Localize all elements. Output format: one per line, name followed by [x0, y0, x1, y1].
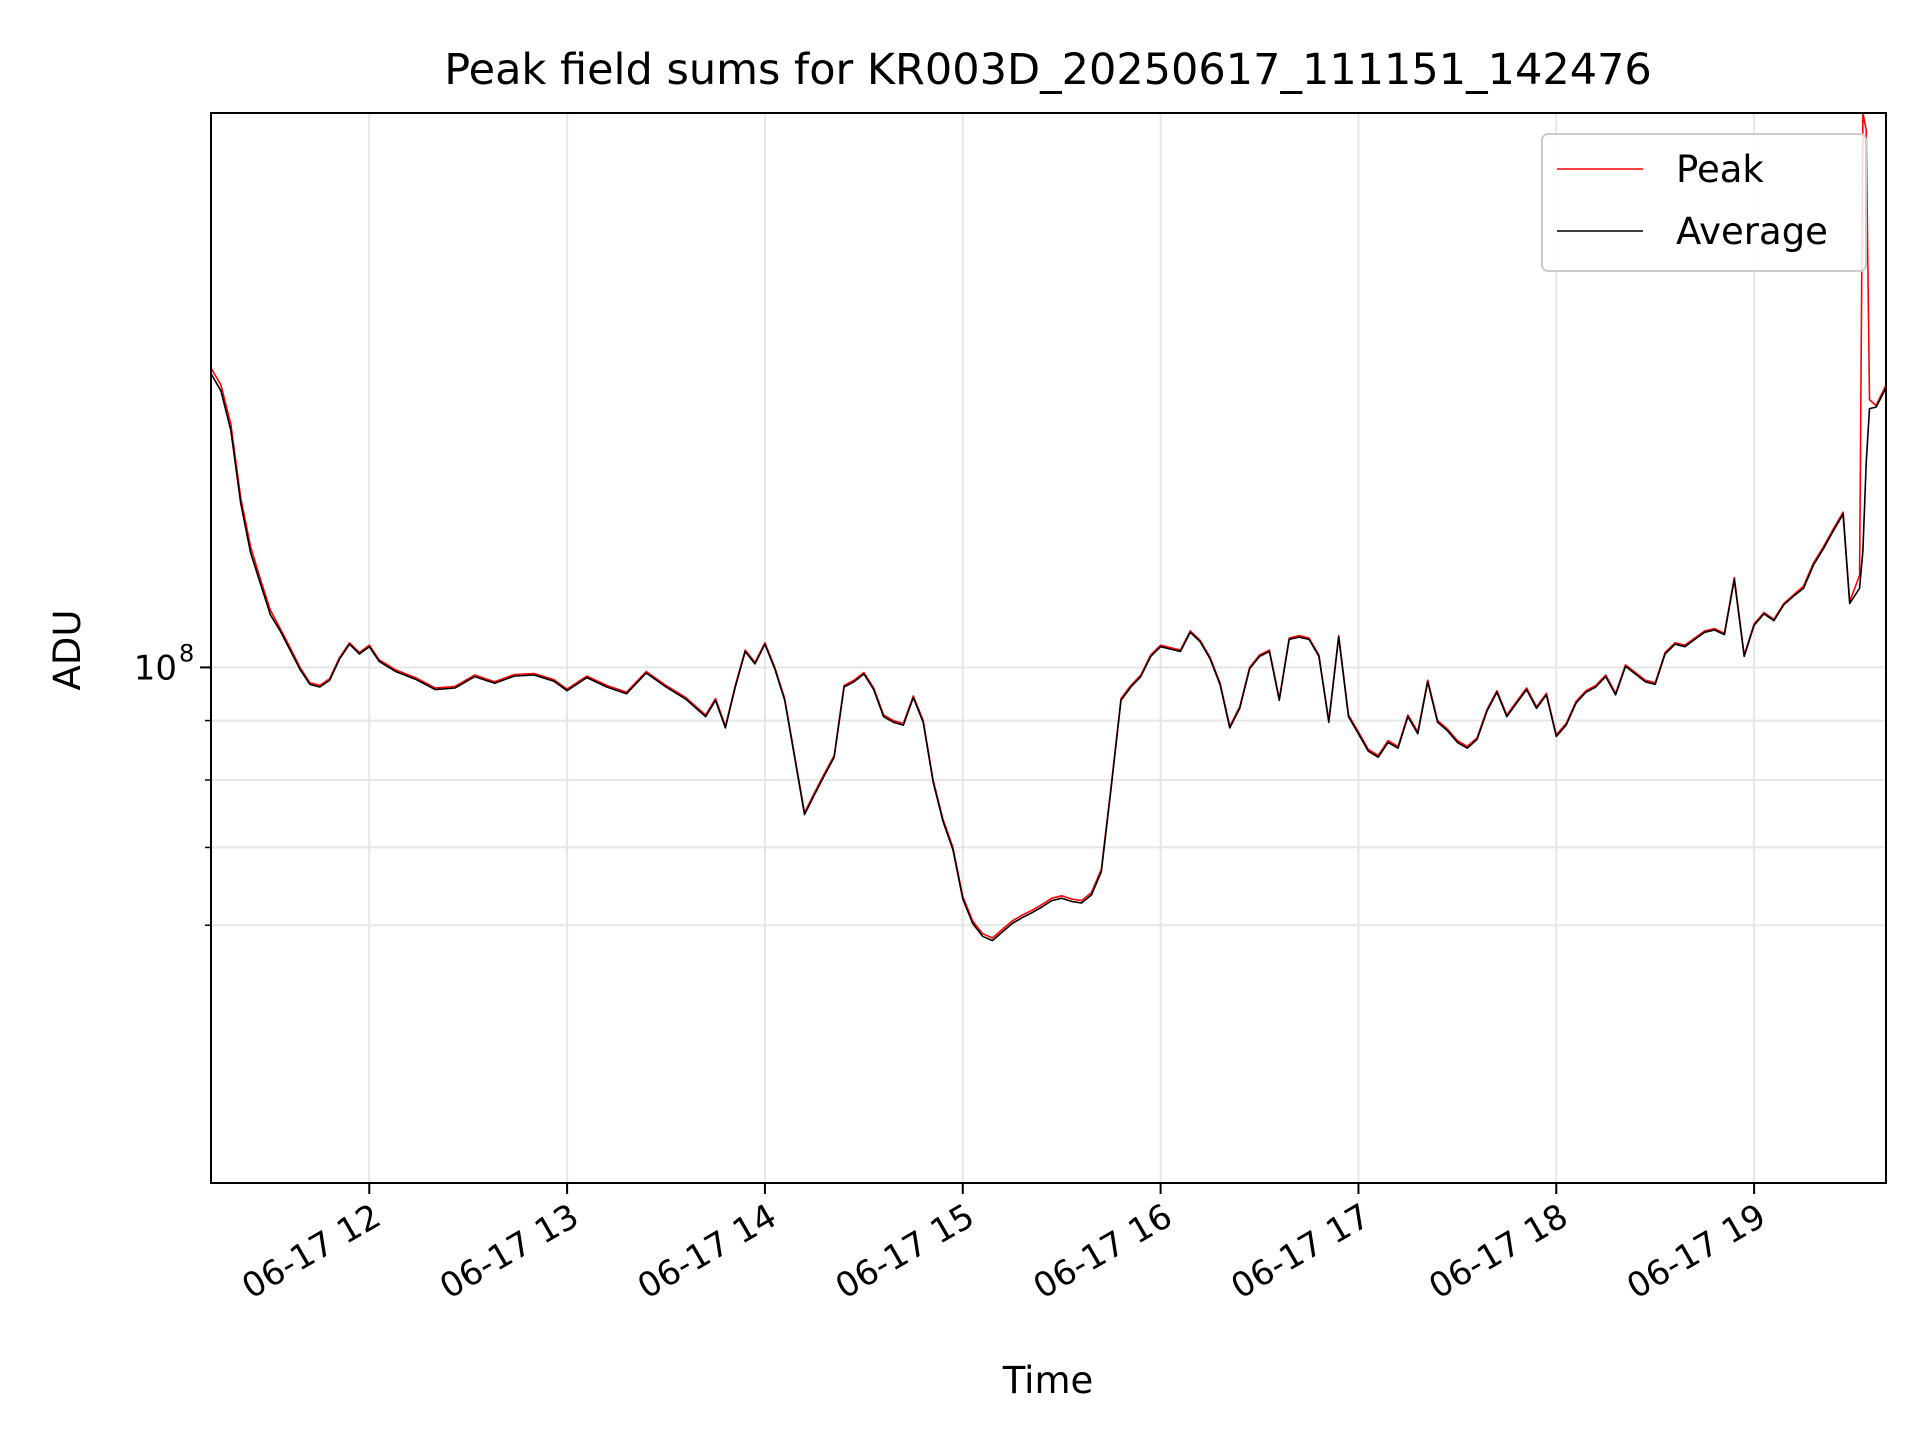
y-tick-label-exponent: 8 [179, 639, 194, 667]
series-line-average [210, 373, 1887, 942]
legend-box [1541, 133, 1867, 272]
x-axis: 06-17 12 06-17 13 06-17 14 06-17 15 06-17 16… [235, 1183, 1773, 1307]
plot-frame [210, 112, 1887, 1184]
x-tick-label: 06-17 14 [631, 1196, 783, 1307]
x-tick-label: 06-17 16 [1027, 1196, 1179, 1307]
y-axis-label: ADU [46, 610, 89, 691]
y-axis: 10 8 [134, 639, 211, 926]
grid-lines [211, 113, 1886, 1183]
x-axis-label: Time [1002, 1359, 1094, 1402]
legend-average-label: Average [1676, 210, 1828, 253]
x-tick-label: 06-17 15 [829, 1196, 981, 1307]
x-tick-label: 06-17 13 [433, 1196, 585, 1307]
x-tick-label: 06-17 12 [235, 1196, 387, 1307]
y-tick-label: 10 [134, 648, 177, 688]
series-lines [210, 112, 1887, 942]
legend-peak-label: Peak [1676, 148, 1764, 191]
x-tick-label: 06-17 19 [1620, 1196, 1772, 1307]
x-tick-label: 06-17 17 [1225, 1196, 1377, 1307]
legend: Peak Average [1541, 133, 1867, 272]
chart-title: Peak field sums for KR003D_20250617_1111… [444, 45, 1652, 95]
x-tick-label: 06-17 18 [1422, 1196, 1574, 1307]
